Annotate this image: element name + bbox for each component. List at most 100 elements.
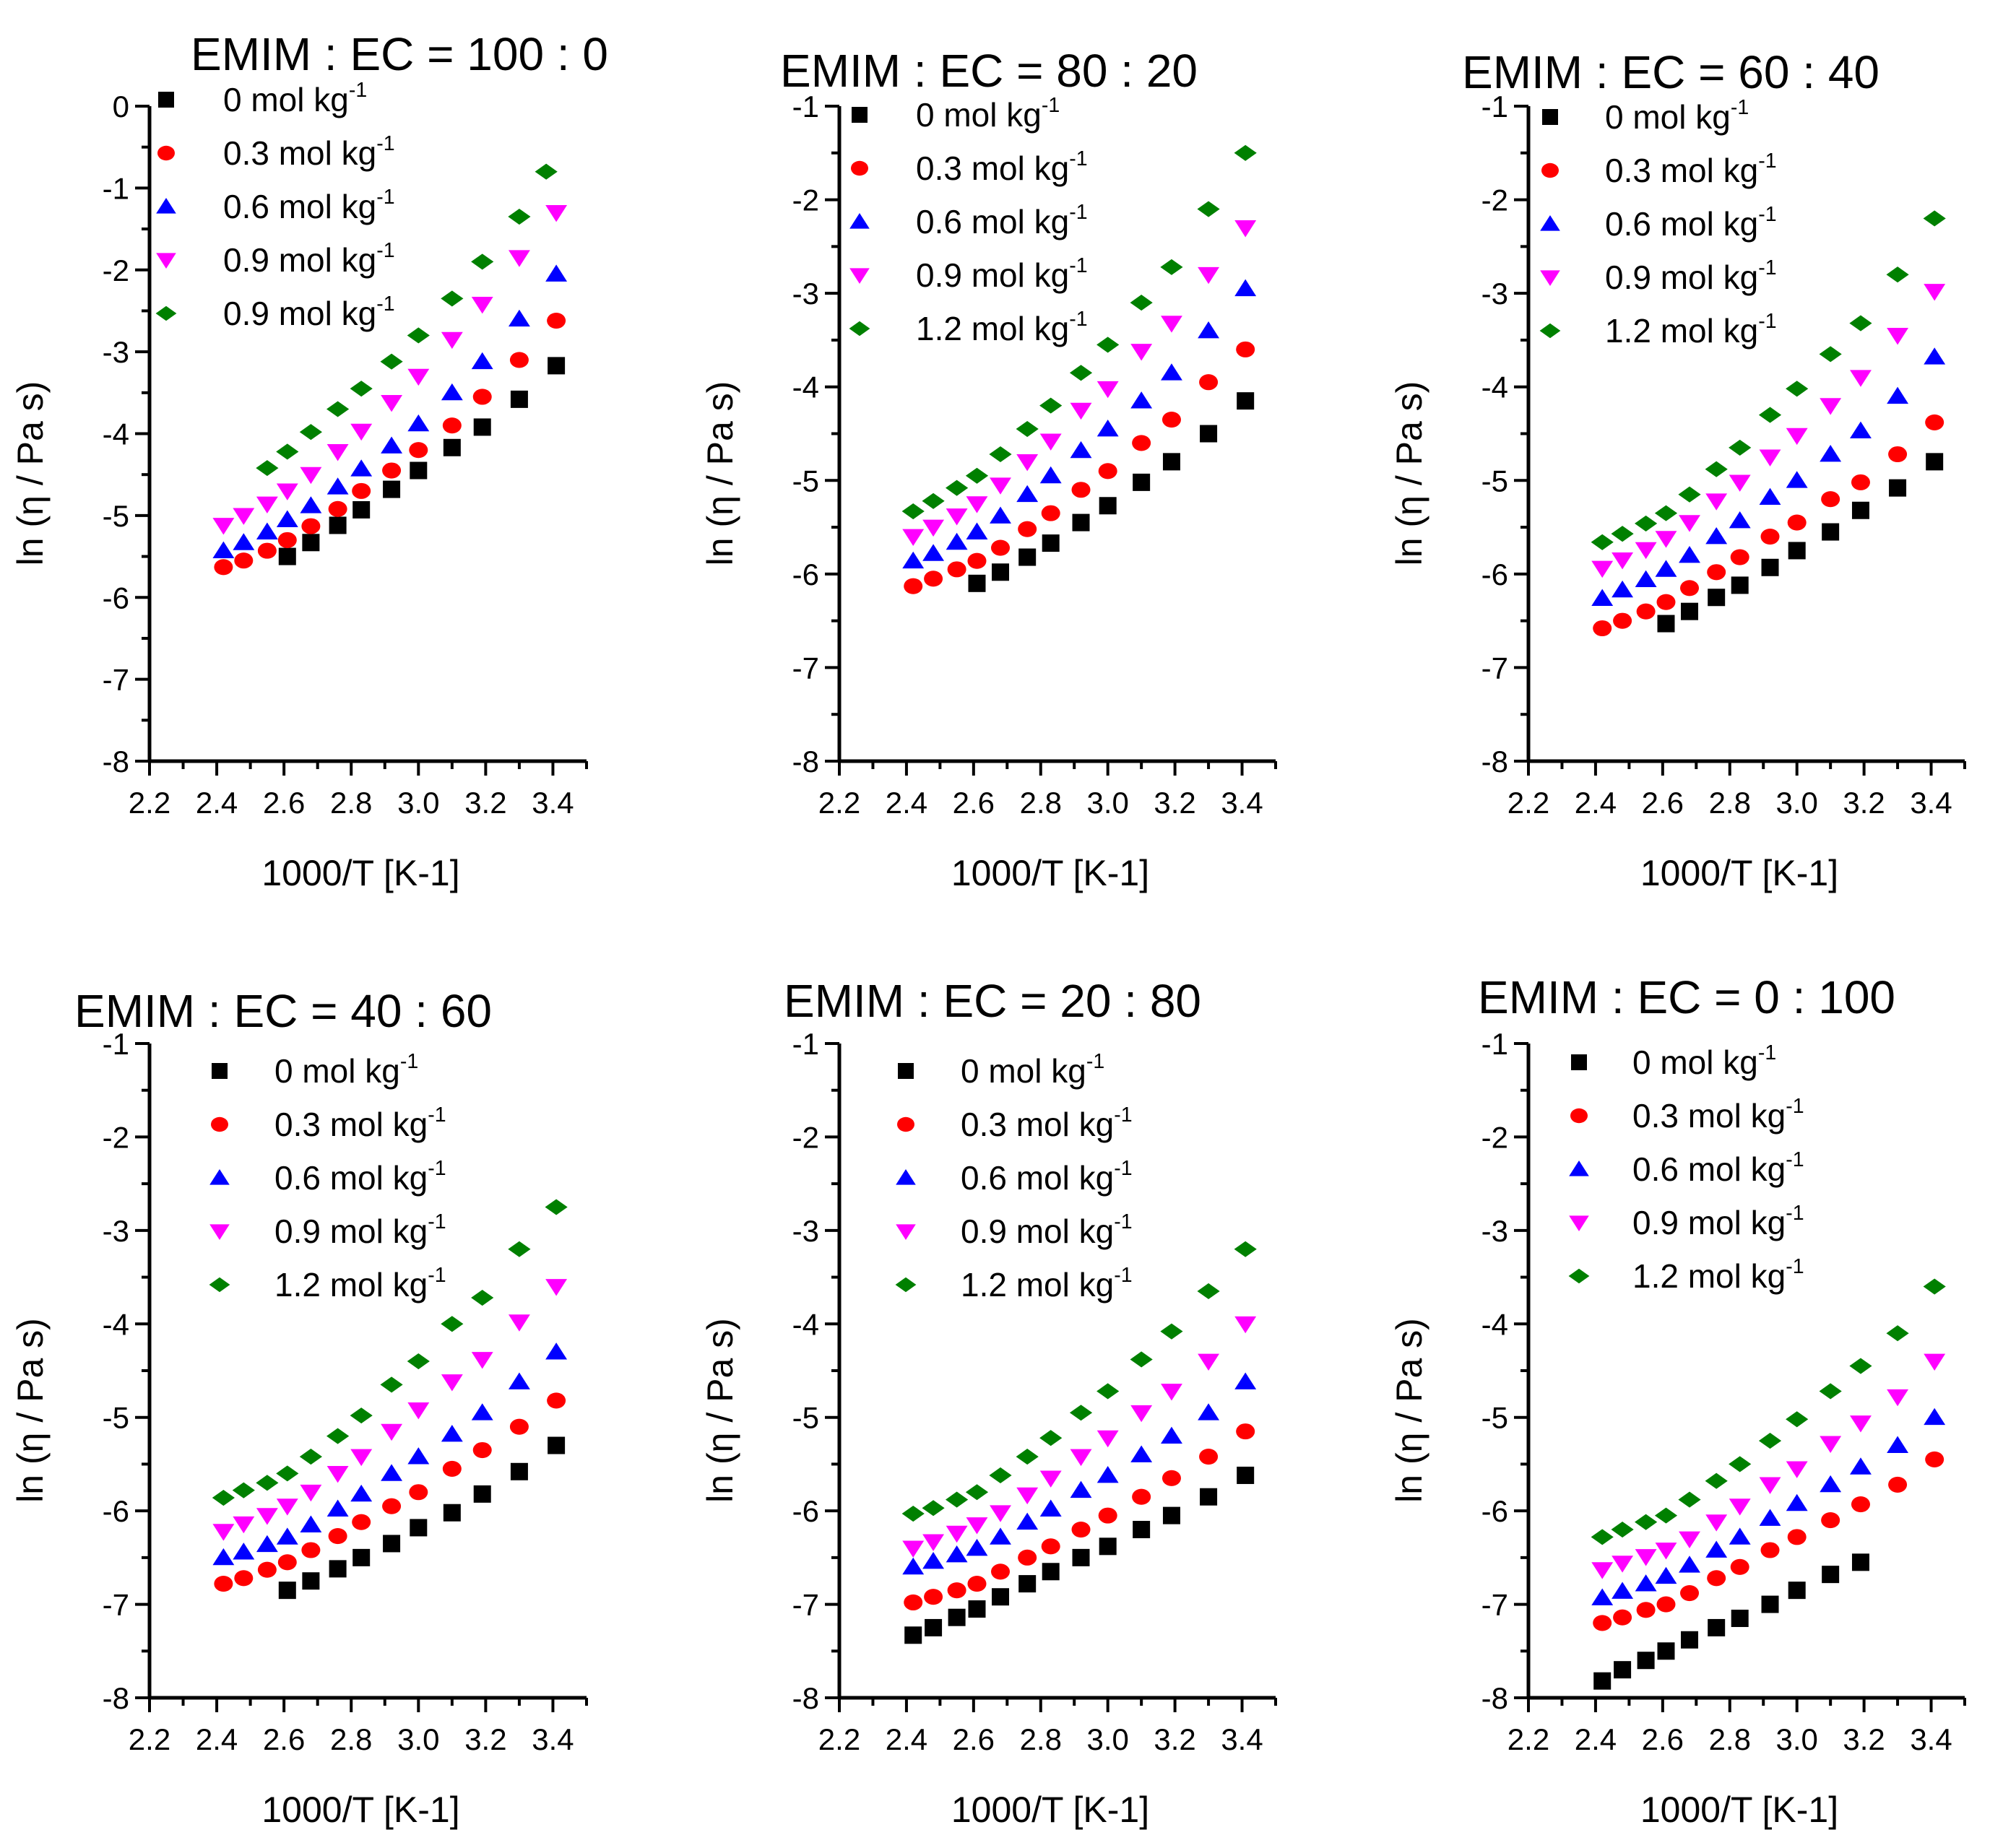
data-point <box>1635 542 1657 560</box>
data-point <box>1611 526 1634 542</box>
data-point <box>1130 295 1153 311</box>
data-point <box>510 390 528 408</box>
chart-panel: EMIM : EC = 20 : 80-1 -2 -3 -4 -5 -6 -7 -8 2.2 2.… <box>700 975 1277 1830</box>
data-point <box>1924 347 1946 365</box>
legend-label: 0.6 mol kg-1 <box>1632 1148 1804 1188</box>
data-point <box>989 446 1012 463</box>
legend-marker <box>155 305 177 321</box>
data-point <box>1707 1570 1726 1587</box>
series-3 <box>212 1279 568 1541</box>
legend-label: 1.2 mol kg-1 <box>1605 310 1777 350</box>
y-tick-label: -6 <box>103 581 129 615</box>
x-tick-label: 2.2 <box>818 786 860 820</box>
y-axis-label: ln (η / Pa s) <box>700 1318 740 1503</box>
data-point <box>471 253 494 270</box>
data-point <box>1042 1563 1060 1581</box>
y-tick-label: -8 <box>1481 745 1508 778</box>
data-point <box>1072 513 1090 532</box>
y-axis-label: ln (η / Pa s) <box>1389 1318 1429 1503</box>
data-point <box>1591 534 1614 550</box>
data-point <box>278 1582 296 1600</box>
data-point <box>1200 425 1218 443</box>
data-point <box>277 1554 297 1571</box>
data-point <box>902 529 925 547</box>
data-point <box>1851 1496 1870 1513</box>
y-tick-label: -4 <box>792 1307 819 1341</box>
data-point <box>1234 1241 1257 1257</box>
legend-marker <box>1570 1108 1588 1124</box>
data-point <box>1760 1542 1780 1558</box>
data-point <box>1016 420 1039 438</box>
data-point <box>473 1485 491 1503</box>
data-point <box>547 312 566 329</box>
data-point <box>214 559 233 576</box>
y-tick-label: -7 <box>792 1588 819 1622</box>
data-point <box>1591 589 1614 606</box>
data-point <box>966 1538 988 1556</box>
data-point <box>1133 1521 1151 1539</box>
data-point <box>1130 1445 1153 1462</box>
data-point <box>1593 620 1612 637</box>
data-point <box>966 1517 988 1535</box>
data-point <box>1162 453 1180 471</box>
data-point <box>509 1418 529 1435</box>
series-1 <box>904 1423 1255 1611</box>
data-point <box>1729 474 1751 492</box>
data-point <box>256 460 279 477</box>
data-point <box>922 544 945 561</box>
data-point <box>441 331 463 350</box>
data-point <box>1130 1405 1153 1423</box>
x-tick-label: 3.2 <box>1843 786 1885 820</box>
series-3 <box>1591 1353 1946 1579</box>
data-point <box>1070 1480 1092 1498</box>
data-point <box>350 381 373 397</box>
data-point <box>1759 1477 1781 1494</box>
data-point <box>441 383 463 401</box>
data-point <box>1197 1283 1220 1300</box>
data-point <box>1071 1521 1091 1538</box>
x-tick-label: 3.4 <box>532 1722 574 1756</box>
data-point <box>1759 449 1781 467</box>
data-point <box>326 1499 349 1517</box>
data-point <box>1849 1358 1872 1374</box>
data-point <box>1886 266 1909 283</box>
data-point <box>966 496 988 513</box>
y-tick-label: -3 <box>1481 1214 1508 1248</box>
series-2 <box>212 264 568 559</box>
data-point <box>407 1402 430 1420</box>
data-point <box>233 533 255 550</box>
y-tick-label: -6 <box>792 558 819 591</box>
legend-label: 0.3 mol kg-1 <box>1632 1095 1804 1135</box>
y-tick-label: -2 <box>792 183 819 217</box>
data-point <box>1637 1652 1655 1670</box>
chart-panel: EMIM : EC = 100 : 0 0 -1 -2 -3 -4 -5 -6 -7 -82.2 2… <box>10 28 608 893</box>
data-point <box>1730 1558 1749 1575</box>
data-point <box>1234 1316 1257 1334</box>
y-tick-label: -1 <box>792 90 819 123</box>
data-point <box>380 353 403 370</box>
data-point <box>350 1484 373 1502</box>
series-1 <box>904 341 1255 594</box>
data-point <box>967 552 987 569</box>
y-tick-label: -1 <box>1481 1027 1508 1061</box>
legend-label: 0.3 mol kg-1 <box>961 1103 1133 1143</box>
data-point <box>992 563 1010 581</box>
data-point <box>1924 1407 1946 1426</box>
y-tick-label: -7 <box>792 651 819 685</box>
x-tick-label: 2.4 <box>196 786 238 820</box>
x-tick-label: 2.2 <box>1507 1722 1549 1756</box>
data-point <box>234 552 254 569</box>
legend-marker <box>1571 1054 1587 1070</box>
y-tick-label: -1 <box>103 1027 129 1061</box>
legend-label: 1.2 mol kg-1 <box>961 1264 1133 1303</box>
legend: 0 mol kg-1 0.3 mol kg-1 0.6 mol kg-1 0.9 mo… <box>155 79 395 332</box>
data-point <box>1099 497 1117 515</box>
data-point <box>1593 1615 1612 1631</box>
y-tick-label: -6 <box>792 1494 819 1528</box>
data-point <box>212 518 235 535</box>
data-point <box>1070 402 1092 420</box>
data-point <box>1787 1529 1807 1545</box>
data-point <box>545 204 568 222</box>
legend-marker <box>851 160 868 176</box>
data-point <box>510 1462 528 1480</box>
